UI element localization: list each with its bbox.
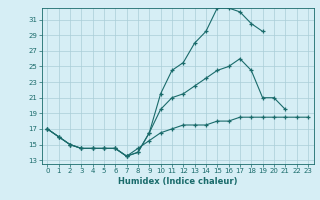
X-axis label: Humidex (Indice chaleur): Humidex (Indice chaleur) [118,177,237,186]
